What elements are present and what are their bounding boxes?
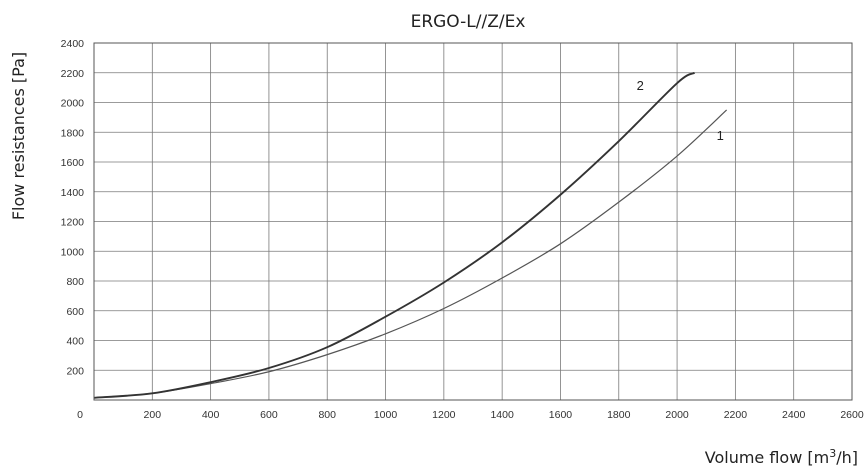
x-axis-label-end: /h] [836,448,858,467]
y-axis-label: Flow resistances [Pa] [9,52,28,220]
x-tick-label-13: 2600 [840,409,864,421]
y-tick-label-0: 200 [66,365,84,377]
x-axis-label-main: Volume flow [m [705,448,829,467]
x-tick-labels: 0 200 400 600 800 1000 1200 1400 1600 1800 2000 220… [77,409,864,421]
x-tick-label-2: 400 [202,409,220,421]
x-tick-label-12: 2400 [782,409,806,421]
chart-title: ERGO-L//Z/Ex [411,12,526,32]
x-tick-label-3: 600 [260,409,278,421]
series-label-2: 2 [637,78,644,93]
x-tick-label-9: 1800 [607,409,631,421]
y-tick-label-9: 2000 [61,98,85,110]
y-tick-label-8: 1800 [61,127,85,139]
x-axis-label-superscript: 3 [829,447,836,460]
series-line-2 [93,71,696,399]
y-tick-labels: 200 400 600 800 1000 1200 1400 1600 1800 2000 2200… [61,38,85,377]
y-tick-label-7: 1600 [61,157,85,169]
y-tick-label-4: 1000 [61,246,85,258]
y-tick-label-2: 600 [66,306,84,318]
series-line-1 [93,109,728,399]
x-axis-label: Volume flow [m3/h] [705,447,858,467]
y-tick-label-1: 400 [66,336,84,348]
x-tick-label-0: 0 [77,409,83,421]
x-tick-label-10: 2000 [665,409,689,421]
data-series: 12 [93,71,728,399]
x-tick-label-8: 1600 [549,409,573,421]
grid-lines [93,42,853,400]
series-label-1: 1 [717,128,724,143]
x-tick-label-6: 1200 [432,409,456,421]
y-tick-label-5: 1200 [61,217,85,229]
y-tick-label-6: 1400 [61,187,85,199]
x-tick-label-7: 1400 [490,409,514,421]
x-tick-label-5: 1000 [374,409,398,421]
x-tick-label-4: 800 [318,409,336,421]
y-tick-label-3: 800 [66,276,84,288]
x-tick-label-1: 200 [144,409,162,421]
x-tick-label-11: 2200 [724,409,748,421]
y-tick-label-10: 2200 [61,68,85,80]
plot-frame [93,42,853,401]
y-tick-label-11: 2400 [61,38,85,50]
